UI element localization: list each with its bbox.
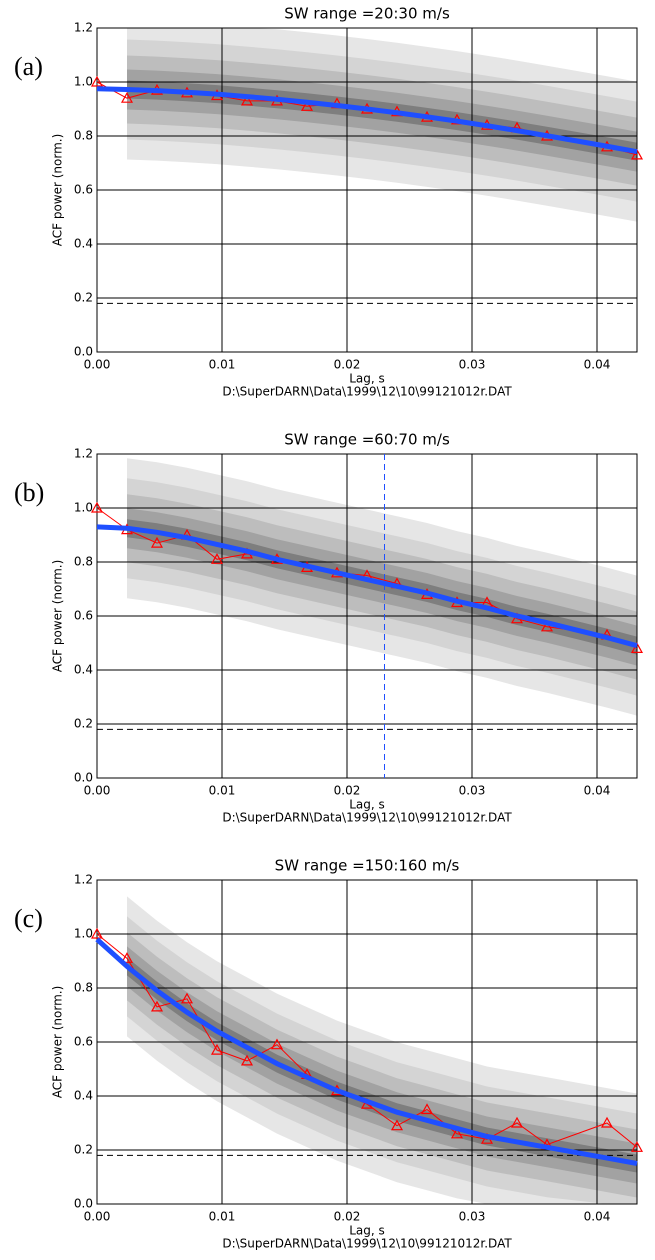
y-tick-label: 0.6 (74, 183, 93, 197)
y-tick-label: 1.0 (74, 927, 93, 941)
y-tick-label: 0.0 (74, 1197, 93, 1211)
y-tick-label: 0.4 (74, 663, 93, 677)
data-point (600, 1116, 614, 1128)
y-tick-label: 0.6 (74, 609, 93, 623)
data-point (120, 952, 134, 963)
y-axis-label: ACF power (norm.) (51, 986, 65, 1099)
data-point (120, 91, 134, 103)
density-shading (127, 946, 637, 1184)
data-point (630, 1141, 644, 1152)
x-tick-label: 0.03 (459, 784, 486, 798)
y-tick-label: 0.4 (74, 1089, 93, 1103)
x-axis-label: Lag, s (349, 798, 385, 812)
x-tick-label: 0.00 (84, 358, 111, 372)
y-tick-label: 0.2 (74, 291, 93, 305)
subtitle: D:\SuperDARN\Data\1999\12\10\99121012r.D… (222, 385, 512, 399)
data-point (300, 100, 314, 111)
y-tick-label: 0.8 (74, 555, 93, 569)
fit-curve (96, 524, 638, 649)
x-tick-label: 0.01 (209, 1210, 236, 1224)
data-point (240, 1054, 254, 1066)
x-axis-label: Lag, s (349, 372, 385, 386)
subtitle: D:\SuperDARN\Data\1999\12\10\99121012r.D… (222, 811, 512, 825)
y-axis-label: ACF power (norm.) (51, 134, 65, 247)
x-tick-label: 0.04 (584, 784, 611, 798)
y-tick-label: 1.2 (74, 873, 93, 887)
panel-label: (b) (14, 478, 44, 507)
data-point (180, 992, 194, 1004)
y-tick-label: 1.2 (74, 447, 93, 461)
data-point (150, 1000, 164, 1012)
y-tick-label: 0.8 (74, 981, 93, 995)
data-point (540, 620, 554, 632)
data-point (90, 501, 104, 513)
data-point (150, 536, 164, 548)
data-point (240, 94, 254, 106)
chart-title: SW range =60:70 m/s (284, 431, 450, 449)
data-point (420, 1103, 434, 1115)
x-tick-label: 0.01 (209, 784, 236, 798)
x-tick-label: 0.04 (584, 1210, 611, 1224)
data-point (450, 1127, 464, 1139)
x-tick-label: 0.04 (584, 358, 611, 372)
fit-curve (96, 86, 638, 155)
fit-curve (95, 937, 638, 1166)
y-tick-label: 0.0 (74, 771, 93, 785)
y-tick-label: 0.4 (74, 237, 93, 251)
data-point (90, 927, 104, 939)
density-shading (127, 957, 637, 1173)
data-point (390, 1119, 404, 1131)
data-point (90, 75, 104, 87)
y-tick-label: 0.2 (74, 717, 93, 731)
panel-label: (c) (14, 904, 43, 933)
x-tick-label: 0.03 (459, 358, 486, 372)
x-tick-label: 0.02 (334, 358, 361, 372)
y-tick-label: 1.0 (74, 501, 93, 515)
chart-title: SW range =20:30 m/s (284, 5, 450, 23)
data-point (630, 148, 644, 160)
data-point (210, 1043, 224, 1055)
data-point (630, 642, 644, 654)
panel-label: (a) (14, 52, 43, 81)
x-tick-label: 0.00 (84, 1210, 111, 1224)
x-tick-label: 0.01 (209, 358, 236, 372)
subtitle: D:\SuperDARN\Data\1999\12\10\99121012r.D… (222, 1237, 512, 1251)
x-tick-label: 0.03 (459, 1210, 486, 1224)
x-tick-label: 0.00 (84, 784, 111, 798)
x-tick-label: 0.02 (334, 1210, 361, 1224)
chart-title: SW range =150:160 m/s (275, 857, 460, 875)
data-point (510, 1116, 524, 1128)
y-tick-label: 1.2 (74, 21, 93, 35)
data-point (210, 553, 224, 564)
y-axis-label: ACF power (norm.) (51, 560, 65, 673)
y-tick-label: 1.0 (74, 75, 93, 89)
y-tick-label: 0.8 (74, 129, 93, 143)
y-tick-label: 0.2 (74, 1143, 93, 1157)
y-tick-label: 0.6 (74, 1035, 93, 1049)
x-axis-label: Lag, s (349, 1224, 385, 1238)
data-point (270, 1038, 284, 1050)
x-tick-label: 0.02 (334, 784, 361, 798)
y-tick-label: 0.0 (74, 345, 93, 359)
